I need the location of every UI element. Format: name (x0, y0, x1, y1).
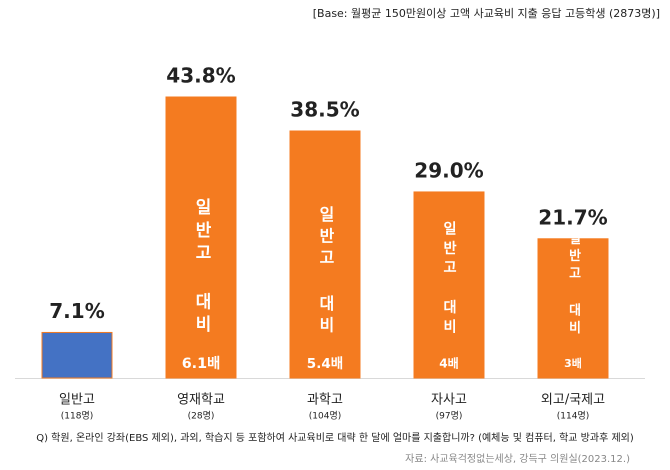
value-label: 7.1% (49, 299, 104, 323)
source: 자료: 사교육걱정없는세상, 강득구 의원실(2023.12.) (405, 452, 630, 465)
value-label: 29.0% (414, 158, 483, 182)
bar-note: 일반고 대비 (566, 231, 581, 338)
bar-note: 일반고 대비 (441, 221, 457, 338)
x-tick-label: 자사고 (431, 393, 467, 408)
value-label: 38.5% (290, 98, 359, 122)
value-label: 43.8% (166, 64, 235, 88)
count-label: (97명) (436, 411, 463, 422)
x-tick-label: 일반고 (59, 393, 95, 408)
ratio-label: 6.1배 (182, 355, 221, 372)
x-tick-label: 외고/국제고 (541, 393, 605, 408)
count-label: (104명) (309, 411, 341, 422)
count-label: (114명) (557, 411, 589, 422)
count-label: (118명) (61, 411, 93, 422)
ratio-label: 3배 (564, 356, 582, 370)
count-label: (28명) (188, 411, 215, 422)
value-label: 21.7% (538, 205, 607, 229)
bar (289, 130, 361, 379)
question: Q) 학원, 온라인 강좌(EBS 제외), 과외, 학습지 등 포함하여 사교… (36, 431, 634, 444)
x-tick-label: 영재학교 (177, 393, 225, 408)
ratio-label: 5.4배 (307, 356, 343, 372)
x-tick-label: 과학고 (307, 393, 343, 408)
bar (165, 96, 237, 379)
bar-note: 일반고 대비 (317, 206, 336, 338)
ratio-label: 4배 (439, 356, 459, 371)
base-note: [Base: 월평균 150만원이상 고액 사교육비 지출 응답 고등학생 (2… (313, 7, 660, 20)
bar-note: 일반고 대비 (192, 198, 212, 338)
bar (413, 191, 485, 379)
bar (41, 331, 113, 379)
bar (537, 238, 609, 379)
